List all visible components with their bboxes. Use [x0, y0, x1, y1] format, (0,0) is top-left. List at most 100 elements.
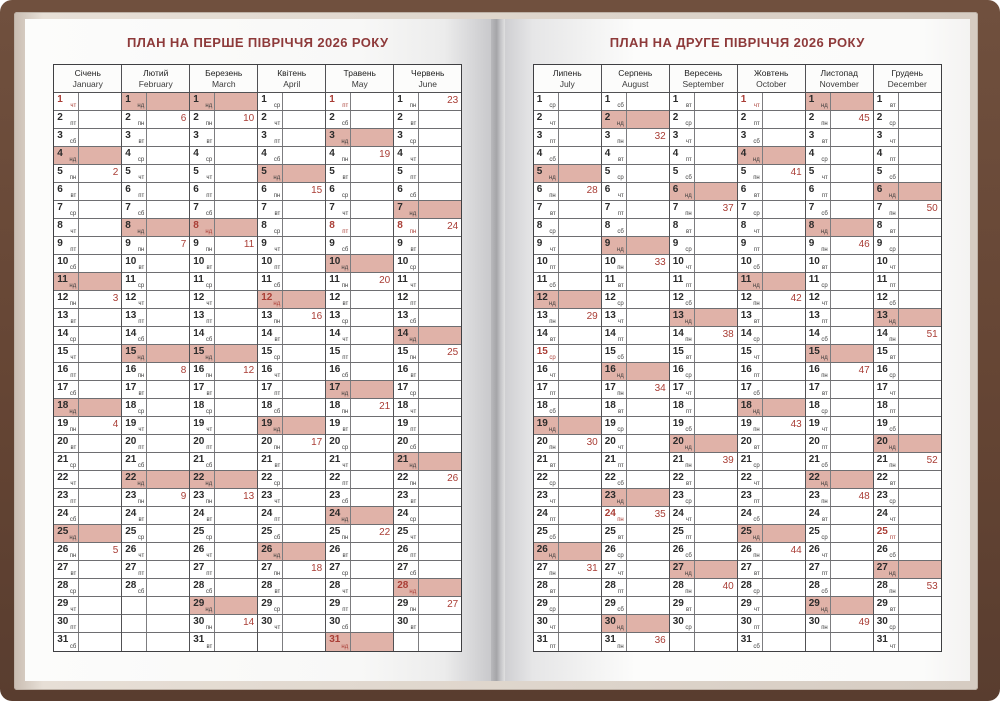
- weekday-abbrev: вт: [685, 607, 692, 613]
- day-row-august-6: 6 чт: [601, 183, 669, 201]
- day-number: 30: [740, 616, 752, 627]
- weekday-abbrev: ср: [821, 157, 828, 163]
- month-column-march: Березень March 1 нд 2 пн 10 3 вт 4 ср 5 чт 6 пт 7 сб 8 нд 9…: [190, 65, 259, 651]
- weekday-abbrev: пт: [821, 193, 828, 199]
- notes-cell: [559, 255, 601, 272]
- day-number: 9: [397, 238, 403, 249]
- day-row-july-23: 23 чт: [533, 489, 601, 507]
- day-number: 11: [672, 274, 684, 285]
- day-number-cell: 26 нд: [258, 543, 284, 560]
- day-number-cell: 3 пт: [534, 129, 559, 146]
- weekday-abbrev: пн: [137, 121, 145, 127]
- day-number-cell: 20 вт: [738, 435, 763, 452]
- weekday-abbrev: пт: [889, 283, 896, 289]
- day-number: 3: [193, 130, 199, 141]
- day-row-july-21: 21 вт: [533, 453, 601, 471]
- weekday-abbrev: вт: [889, 355, 896, 361]
- day-number-cell: 21 пт: [602, 453, 627, 470]
- day-row-july-19: 19 нд: [533, 417, 601, 435]
- day-row-november-2: 2 пн 45: [805, 111, 873, 129]
- day-number: 24: [125, 508, 137, 519]
- day-number-cell: 11 чт: [394, 273, 420, 290]
- notes-cell: [147, 183, 189, 200]
- notes-cell: [559, 363, 601, 380]
- day-row-september-15: 15 вт: [669, 345, 737, 363]
- day-row-may-12: 12 вт: [326, 291, 394, 309]
- day-row-october-30: 30 пт: [737, 615, 805, 633]
- day-number: 9: [261, 238, 267, 249]
- day-number-cell: 13 чт: [602, 309, 627, 326]
- day-number-cell: 23 пт: [738, 489, 763, 506]
- weekday-abbrev: вт: [410, 121, 417, 127]
- day-number: 22: [57, 472, 69, 483]
- day-number-cell: 13 нд: [669, 309, 695, 326]
- notes-cell: [351, 471, 393, 488]
- weekday-abbrev: пт: [138, 319, 145, 325]
- day-number: 28: [397, 580, 409, 591]
- day-row-november-13: 13 пт: [805, 309, 873, 327]
- notes-cell: [695, 255, 737, 272]
- notes-cell: [147, 327, 189, 344]
- weekday-abbrev: вт: [549, 211, 556, 217]
- weekday-abbrev: сб: [341, 373, 349, 379]
- day-row-june-30: 30 вт: [394, 615, 462, 633]
- notes-cell: [283, 525, 325, 542]
- notes-cell: [559, 381, 601, 398]
- weekday-abbrev: пт: [549, 139, 556, 145]
- day-row-june-16: 16 вт: [394, 363, 462, 381]
- day-number: 13: [536, 310, 548, 321]
- weekday-abbrev: чт: [410, 283, 417, 289]
- day-row-october-31: 31 сб: [738, 633, 805, 651]
- notes-cell: [627, 327, 669, 344]
- weekday-abbrev: нд: [548, 553, 556, 559]
- day-number-cell: 28 ср: [738, 579, 763, 596]
- notes-cell: [215, 381, 257, 398]
- day-row-april-11: 11 сб: [258, 273, 326, 291]
- day-row-february-1: 1 нд: [122, 93, 190, 111]
- weekday-abbrev: нд: [616, 499, 624, 505]
- day-number: 28: [740, 580, 752, 591]
- weekday-abbrev: чт: [342, 337, 349, 343]
- notes-cell: [283, 417, 326, 434]
- day-number-cell: 11 нд: [54, 273, 80, 290]
- day-row-may-2: 2 сб: [326, 111, 394, 129]
- day-row-july-10: 10 пт: [533, 255, 601, 273]
- day-row-june-5: 5 пт: [394, 165, 462, 183]
- notes-cell: [147, 471, 190, 488]
- weekday-abbrev: сб: [685, 301, 692, 307]
- day-row-october-1: 1 чт: [737, 93, 805, 111]
- day-number-cell: 18 пт: [874, 399, 899, 416]
- day-number-cell: 5 пт: [394, 165, 420, 182]
- day-number: 5: [808, 166, 815, 177]
- day-row-march-12: 12 чт: [190, 291, 258, 309]
- day-row-july-11: 11 сб: [533, 273, 601, 291]
- day-number-cell: 14 ср: [738, 327, 763, 344]
- day-row-december-3: 3 чт: [873, 129, 941, 147]
- day-number: 27: [261, 562, 273, 573]
- month-name-ukrainian: Липень: [552, 68, 582, 78]
- day-row-november-3: 3 вт: [805, 129, 873, 147]
- day-row-april-4: 4 сб: [258, 147, 326, 165]
- day-number-cell: 8 пн: [394, 219, 420, 236]
- notes-cell: 6: [147, 111, 189, 128]
- day-number: 11: [604, 274, 616, 285]
- day-number: 12: [604, 292, 616, 303]
- weekday-abbrev: пн: [137, 499, 145, 505]
- day-number-cell: 16 пт: [738, 363, 763, 380]
- day-row-february-13: 13 пт: [122, 309, 190, 327]
- week-number: 40: [722, 581, 734, 592]
- day-row-january-31: 31 сб: [54, 633, 121, 651]
- weekday-abbrev: ср: [889, 247, 896, 253]
- day-number-cell: 24 вт: [190, 507, 216, 524]
- day-number: 26: [57, 544, 69, 555]
- day-number-cell: 5 сб: [670, 165, 695, 182]
- notes-cell: 5: [79, 543, 121, 560]
- notes-cell: [559, 93, 601, 110]
- day-number: 18: [876, 400, 888, 411]
- day-number-cell: 7 сб: [122, 201, 148, 218]
- day-number-cell: 24 сб: [54, 507, 80, 524]
- day-number-cell: 3 чт: [670, 129, 695, 146]
- weekday-abbrev: чт: [410, 409, 417, 415]
- weekday-abbrev: чт: [685, 265, 692, 271]
- weekday-abbrev: вт: [342, 175, 349, 181]
